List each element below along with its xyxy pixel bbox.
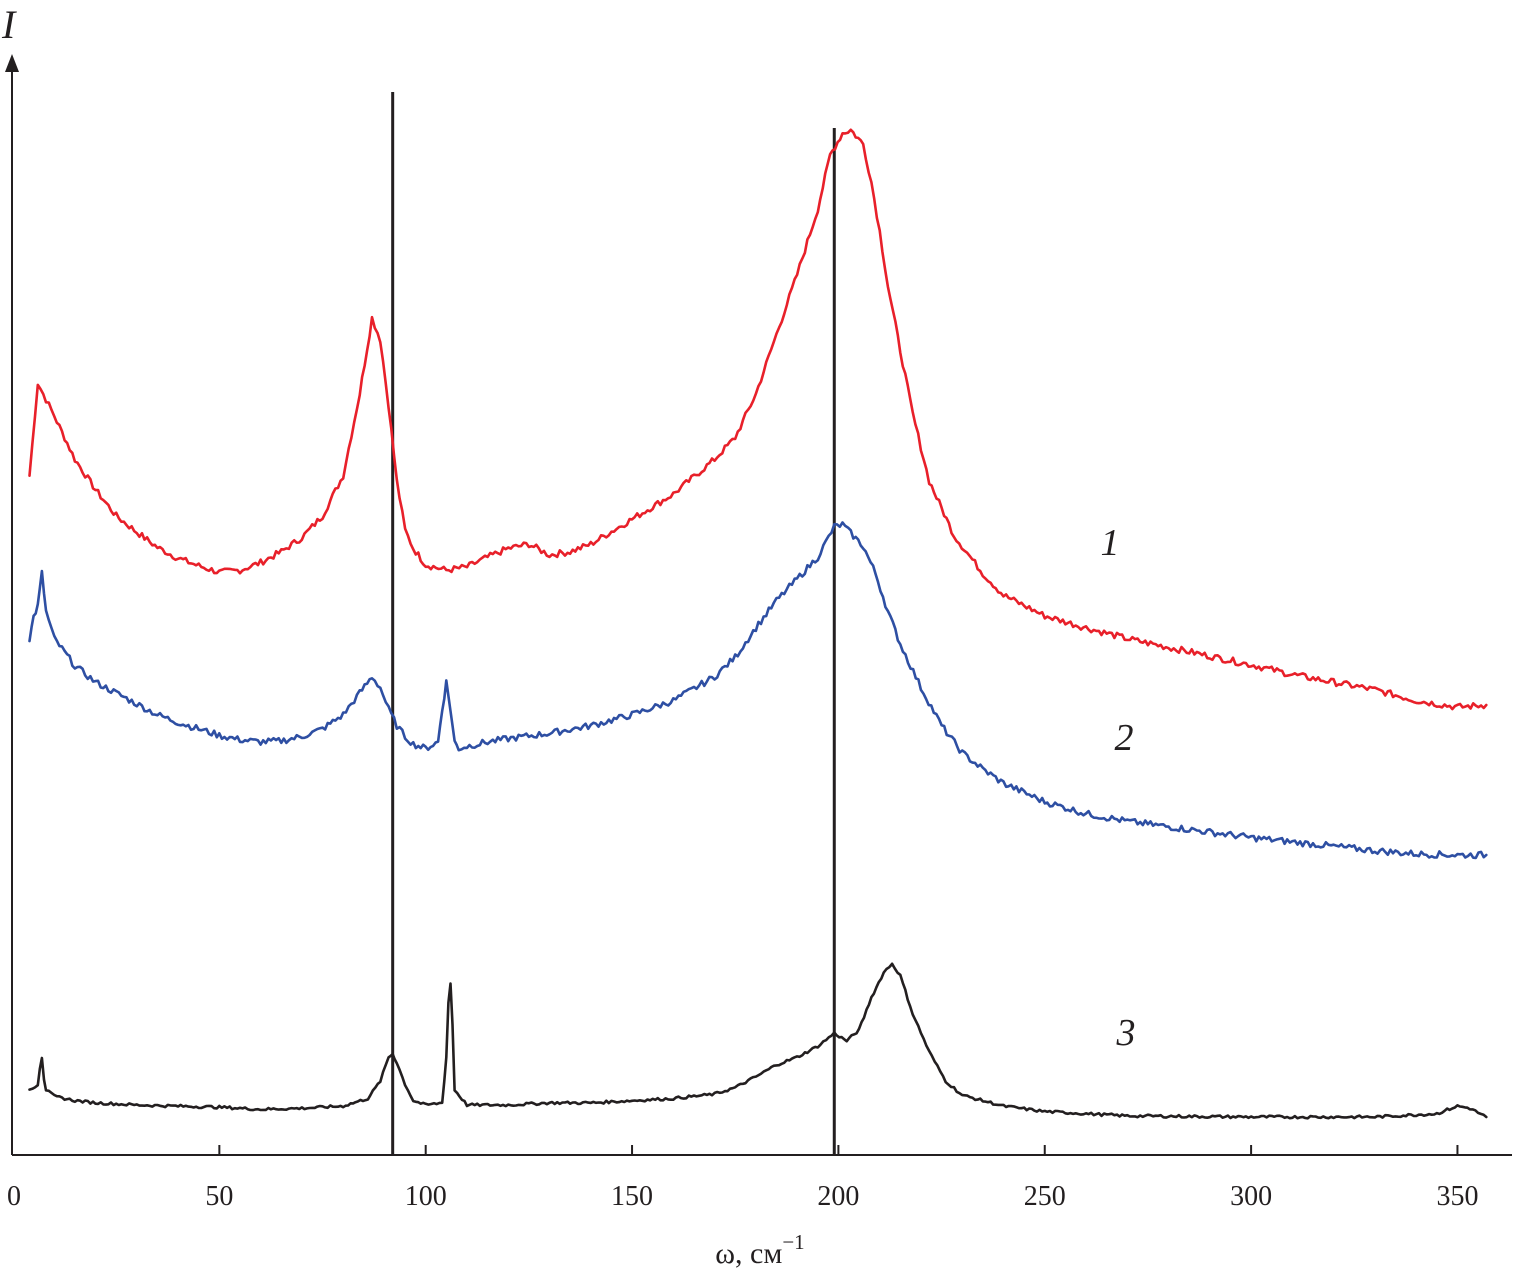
x-tick-label-350: 350 [1436, 1181, 1478, 1212]
series-labels: 1 2 3 [1101, 522, 1136, 1054]
x-ticks: 0 50 100 150 200 250 300 350 [7, 1145, 1478, 1212]
x-axis-label-exponent: −1 [782, 1230, 804, 1254]
series-line-3 [28, 962, 1488, 1120]
x-tick-label-200: 200 [817, 1181, 859, 1212]
x-tick-label-150: 150 [611, 1181, 653, 1212]
x-axis-label-text: ω, см [715, 1237, 782, 1270]
series-lines [28, 128, 1488, 1120]
y-axis-arrow [5, 54, 19, 72]
series-label-3: 3 [1116, 1012, 1136, 1054]
series-line-1 [28, 128, 1488, 711]
x-tick-label-0: 0 [7, 1181, 21, 1212]
x-tick-label-50: 50 [205, 1181, 233, 1212]
series-label-2: 2 [1115, 717, 1134, 759]
y-axis-label: I [1, 2, 17, 47]
series-line-2 [28, 521, 1488, 860]
axes: I ω, см−1 [1, 2, 1512, 1270]
reference-lines [391, 92, 836, 1155]
x-tick-label-100: 100 [405, 1181, 447, 1212]
x-tick-label-250: 250 [1024, 1181, 1066, 1212]
x-tick-label-300: 300 [1230, 1181, 1272, 1212]
series-label-1: 1 [1101, 522, 1120, 564]
x-axis-label: ω, см−1 [715, 1230, 804, 1270]
